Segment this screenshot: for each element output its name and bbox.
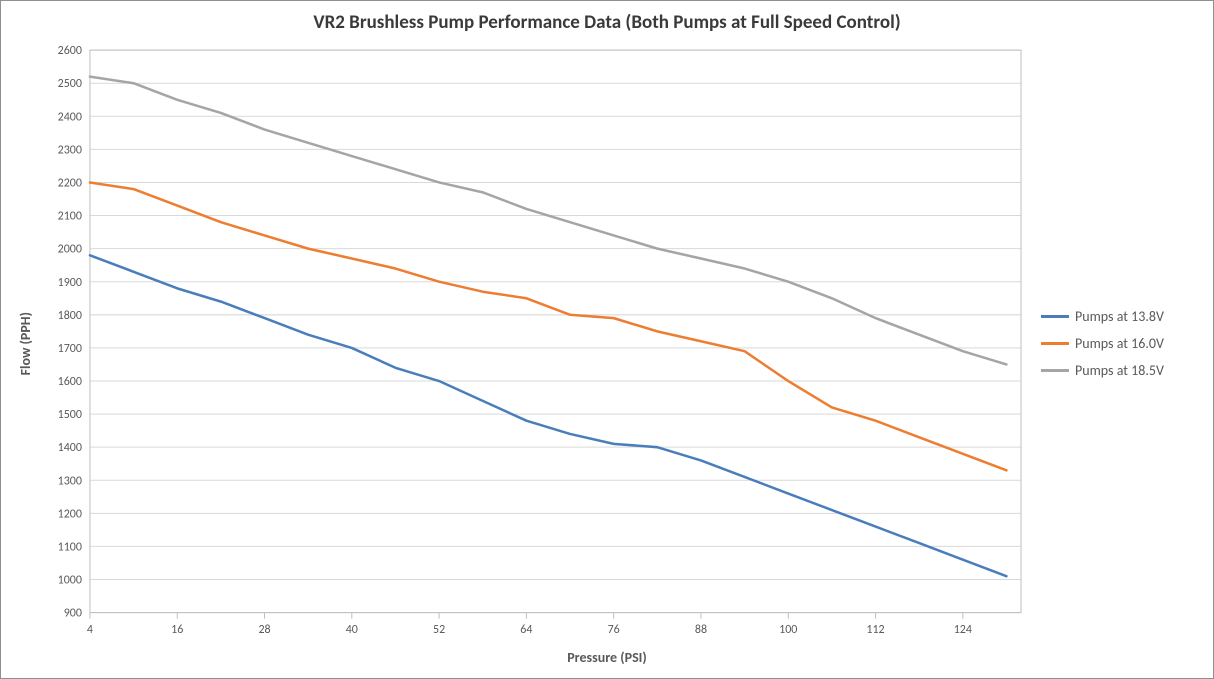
svg-text:1500: 1500 [58,408,82,422]
legend-label-1: Pumps at 16.0V [1075,335,1164,352]
svg-text:112: 112 [866,623,884,637]
x-axis-title: Pressure (PSI) [15,649,1199,666]
svg-text:76: 76 [608,623,620,637]
legend-swatch-0 [1041,315,1069,318]
chart-body: Flow (PPH) 900 1000 1100 1200 1300 1400 1500 16… [15,40,1199,647]
svg-text:1600: 1600 [58,375,82,389]
svg-text:100: 100 [779,623,797,637]
svg-text:88: 88 [695,623,707,637]
legend-swatch-2 [1041,369,1069,372]
svg-text:4: 4 [87,623,93,637]
chart-container: VR2 Brushless Pump Performance Data (Bot… [0,0,1214,679]
legend-item-0: Pumps at 13.8V [1041,308,1199,325]
svg-text:1000: 1000 [58,573,82,587]
svg-text:2600: 2600 [58,44,82,58]
y-axis-title: Flow (PPH) [15,312,34,375]
legend-item-2: Pumps at 18.5V [1041,362,1199,379]
chart-title: VR2 Brushless Pump Performance Data (Bot… [15,11,1199,34]
svg-text:1800: 1800 [58,309,82,323]
svg-text:1300: 1300 [58,474,82,488]
svg-text:1100: 1100 [58,540,82,554]
svg-text:2400: 2400 [58,110,82,124]
svg-text:2200: 2200 [58,176,82,190]
svg-text:900: 900 [64,607,82,621]
legend-swatch-1 [1041,342,1069,345]
plot-svg: 900 1000 1100 1200 1300 1400 1500 1600 1700 1800 1… [34,40,1033,647]
legend: Pumps at 13.8V Pumps at 16.0V Pumps at 1… [1033,40,1199,647]
legend-label-2: Pumps at 18.5V [1075,362,1164,379]
svg-text:1900: 1900 [58,276,82,290]
svg-text:64: 64 [520,623,532,637]
svg-text:124: 124 [954,623,972,637]
svg-text:1400: 1400 [58,441,82,455]
svg-text:1700: 1700 [58,342,82,356]
svg-text:2300: 2300 [58,143,82,157]
svg-text:2000: 2000 [58,243,82,257]
svg-text:16: 16 [171,623,183,637]
svg-text:52: 52 [433,623,445,637]
legend-item-1: Pumps at 16.0V [1041,335,1199,352]
plot-area: 900 1000 1100 1200 1300 1400 1500 1600 1700 1800 1… [34,40,1033,647]
svg-text:28: 28 [258,623,270,637]
svg-text:2500: 2500 [58,77,82,91]
svg-text:40: 40 [346,623,358,637]
legend-label-0: Pumps at 13.8V [1075,308,1164,325]
svg-text:1200: 1200 [58,507,82,521]
svg-text:2100: 2100 [58,210,82,224]
